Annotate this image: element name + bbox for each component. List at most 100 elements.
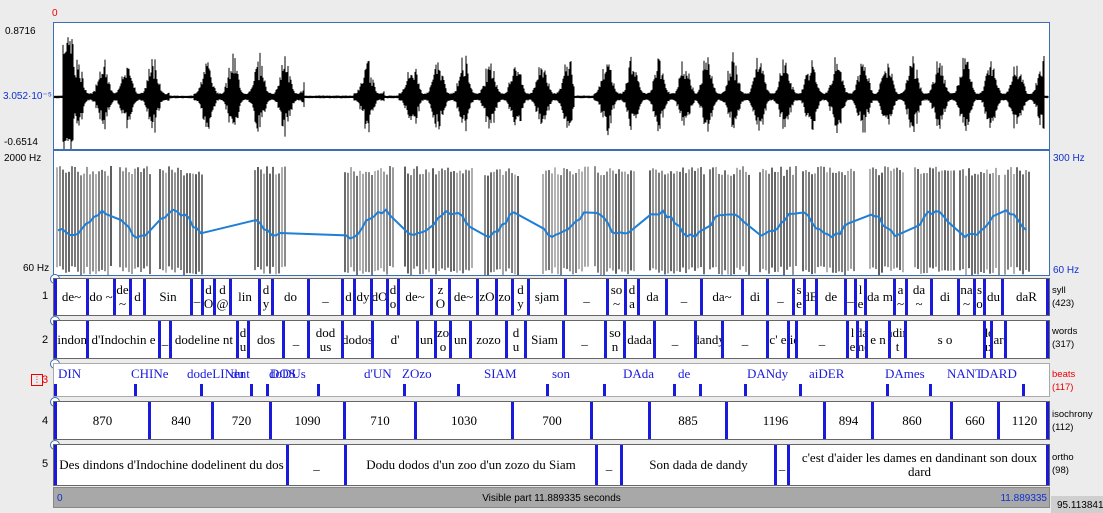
boundary-marker[interactable] (236, 321, 239, 358)
interval-label[interactable]: so n (607, 321, 623, 358)
beat-label[interactable]: DANdy (747, 366, 788, 382)
beat-point-marker[interactable] (1022, 384, 1025, 396)
boundary-marker[interactable] (856, 321, 859, 358)
boundary-marker[interactable] (386, 279, 389, 315)
interval-label[interactable]: c' e (769, 321, 787, 358)
boundary-marker[interactable] (416, 321, 419, 358)
interval-label[interactable]: 700 (514, 402, 590, 439)
interval-label[interactable]: de (818, 279, 844, 315)
interval-label[interactable]: 660 (953, 402, 997, 439)
interval-label[interactable]: da m (867, 279, 893, 315)
boundary-marker[interactable] (370, 279, 373, 315)
boundary-marker[interactable] (448, 279, 451, 315)
interval-label[interactable]: Dodu dodos d'un zoo d'un zozo du Siam (347, 445, 595, 485)
beat-label[interactable]: NANT (947, 366, 983, 382)
boundary-marker[interactable] (505, 321, 508, 358)
boundary-marker[interactable] (434, 321, 437, 358)
interval-label[interactable]: _ (798, 321, 846, 358)
interval-label[interactable]: un (419, 321, 434, 358)
interval-label[interactable]: un (452, 321, 469, 358)
interval-label[interactable]: da ~ (908, 279, 930, 315)
interval-label[interactable]: d u (508, 321, 524, 358)
interval-label[interactable]: l e (849, 321, 856, 358)
tier-beats[interactable]: DIN CHINe dodeLINent du DOS doDUs d'UN ZOzo SIAM… (53, 363, 1050, 397)
interval-label[interactable]: dindons (57, 321, 86, 358)
boundary-marker[interactable] (247, 321, 250, 358)
interval-label[interactable]: sjam (530, 279, 564, 315)
boundary-marker[interactable] (148, 402, 151, 439)
boundary-marker[interactable] (665, 279, 668, 315)
interval-label[interactable]: _ (289, 445, 344, 485)
interval-label[interactable]: s o (907, 321, 983, 358)
interval-label[interactable]: _ (310, 279, 341, 315)
boundary-marker[interactable] (815, 279, 818, 315)
boundary-marker[interactable] (590, 402, 593, 439)
interval-label[interactable]: d (344, 279, 353, 315)
boundary-marker[interactable] (893, 279, 896, 315)
spectrogram-panel[interactable] (53, 150, 1050, 276)
interval-label[interactable]: 894 (826, 402, 871, 439)
beat-point-marker[interactable] (457, 384, 460, 396)
interval-label[interactable]: 1120 (1000, 402, 1049, 439)
interval-label[interactable]: dy (356, 279, 370, 315)
boundary-marker[interactable] (341, 279, 344, 315)
interval-label[interactable]: do (274, 279, 307, 315)
boundary-marker[interactable] (774, 445, 777, 485)
boundary-marker[interactable] (524, 321, 527, 358)
boundary-marker[interactable] (823, 402, 826, 439)
boundary-marker[interactable] (983, 279, 986, 315)
boundary-marker[interactable] (700, 279, 703, 315)
boundary-marker[interactable] (1001, 279, 1004, 315)
interval-label[interactable]: 1090 (272, 402, 343, 439)
boundary-marker[interactable] (527, 279, 530, 315)
boundary-marker[interactable] (169, 321, 172, 358)
boundary-marker[interactable] (258, 279, 261, 315)
boundary-marker[interactable] (846, 321, 849, 358)
interval-label[interactable]: _ (567, 279, 606, 315)
beat-point-marker[interactable] (266, 384, 269, 396)
interval-label[interactable]: a ~ (896, 279, 905, 315)
interval-label[interactable]: de~ (57, 279, 86, 315)
interval-label[interactable]: de~ (451, 279, 476, 315)
boundary-marker[interactable] (957, 279, 960, 315)
boundary-marker[interactable] (511, 402, 514, 439)
boundary-marker[interactable] (190, 279, 193, 315)
interval-label[interactable]: Sin (146, 279, 190, 315)
interval-label[interactable]: da (640, 279, 665, 315)
interval-label[interactable]: _ (565, 321, 604, 358)
interval-label[interactable]: de ~ (116, 279, 129, 315)
interval-label[interactable]: _ (193, 279, 201, 315)
interval-label[interactable]: _ (777, 445, 787, 485)
interval-label[interactable]: dos (250, 321, 282, 358)
boundary-marker[interactable] (397, 279, 400, 315)
tier-ortho[interactable]: Des dindons d'Indochine dodelinent du do… (53, 444, 1050, 486)
interval-label[interactable]: _ (161, 321, 169, 358)
boundary-marker[interactable] (792, 279, 795, 315)
interval-label[interactable] (593, 402, 648, 439)
interval-label[interactable]: zozo (472, 321, 505, 358)
boundary-marker[interactable] (54, 402, 57, 439)
boundary-marker[interactable] (54, 321, 57, 358)
boundary-marker[interactable] (229, 279, 232, 315)
beat-point-marker[interactable] (673, 384, 676, 396)
boundary-marker[interactable] (865, 321, 868, 358)
tier-words[interactable]: dindonsd'Indochin e_dodeline ntd udos_do… (53, 320, 1050, 359)
interval-label[interactable]: d (132, 279, 143, 315)
boundary-marker[interactable] (604, 321, 607, 358)
interval-label[interactable]: dada (626, 321, 653, 358)
beat-label[interactable]: DARD (980, 366, 1017, 382)
interval-label[interactable]: zo o (437, 321, 449, 358)
interval-label[interactable]: di (744, 279, 766, 315)
interval-label[interactable]: d o (389, 279, 397, 315)
boundary-marker[interactable] (888, 321, 891, 358)
boundary-marker[interactable] (950, 402, 953, 439)
interval-label[interactable]: d a (627, 279, 637, 315)
interval-label[interactable]: d u (239, 321, 247, 358)
beat-point-marker[interactable] (200, 384, 203, 396)
boundary-marker[interactable] (449, 321, 452, 358)
interval-label[interactable]: d @ (216, 279, 229, 315)
boundary-marker[interactable] (620, 445, 623, 485)
boundary-marker[interactable] (653, 321, 656, 358)
beat-label[interactable]: DIN (58, 366, 81, 382)
interval-label[interactable]: d O (204, 279, 213, 315)
